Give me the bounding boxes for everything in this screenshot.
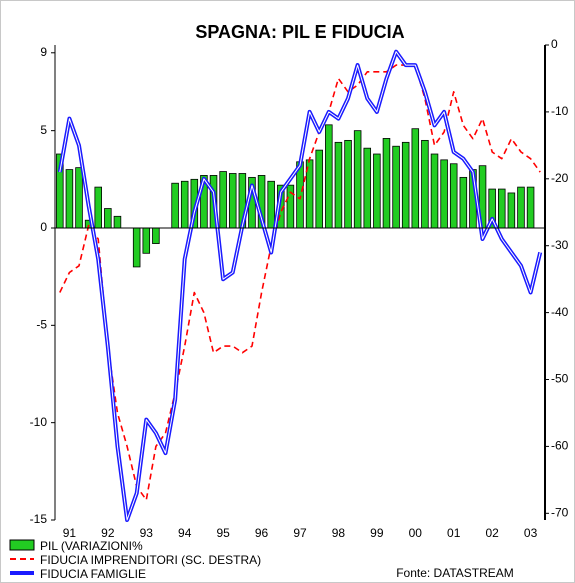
source-note: Fonte: DATASTREAM xyxy=(396,566,514,580)
x-tick-label: 02 xyxy=(485,526,499,540)
bar xyxy=(65,169,74,229)
line-highlight xyxy=(59,51,541,521)
bar xyxy=(373,153,381,229)
legend-label: FIDUCIA FAMIGLIE xyxy=(40,567,146,581)
y2-tick-label: -20 xyxy=(551,171,569,185)
bar xyxy=(267,180,275,229)
x-tick-label: 96 xyxy=(255,526,269,540)
x-tick-label: 92 xyxy=(101,526,115,540)
bar xyxy=(325,124,333,229)
bar xyxy=(132,227,141,268)
bar xyxy=(344,139,352,229)
x-tick-label: 00 xyxy=(409,526,423,540)
chart-title: SPAGNA: PIL E FIDUCIA xyxy=(195,22,404,42)
x-tick-label: 99 xyxy=(370,526,384,540)
y2-tick-label: -50 xyxy=(551,372,569,386)
x-tick-label: 98 xyxy=(332,526,346,540)
bar xyxy=(113,215,122,229)
bar xyxy=(498,188,506,229)
y2-tick-label: 0 xyxy=(551,37,558,51)
bar xyxy=(152,227,160,244)
bar xyxy=(228,173,237,229)
y2-tick-label: -60 xyxy=(551,439,569,453)
y-tick-label: 0 xyxy=(40,220,47,234)
bar xyxy=(171,182,179,229)
bar xyxy=(411,128,420,229)
y2-tick-label: -30 xyxy=(551,238,569,252)
bar xyxy=(353,130,362,229)
bar xyxy=(401,141,410,229)
bar xyxy=(526,186,535,229)
x-tick-label: 97 xyxy=(293,526,307,540)
bar xyxy=(392,145,400,229)
legend-label: PIL (VARIAZIONI% xyxy=(40,539,143,553)
bar xyxy=(75,167,83,229)
bar xyxy=(334,141,343,229)
bar xyxy=(180,180,189,229)
bar xyxy=(94,186,102,229)
bar xyxy=(363,147,372,229)
bar xyxy=(459,176,468,229)
x-tick-label: 94 xyxy=(178,526,192,540)
legend-swatch xyxy=(9,539,35,551)
bar xyxy=(507,192,516,229)
y2-tick-label: -70 xyxy=(551,505,569,519)
y-tick-label: -10 xyxy=(30,415,48,429)
y-tick-label: -15 xyxy=(30,512,48,526)
bar xyxy=(440,159,448,229)
dashed-line xyxy=(59,64,541,501)
y2-tick-label: -10 xyxy=(551,104,569,118)
bar xyxy=(104,208,112,229)
bar xyxy=(430,153,439,229)
bar xyxy=(315,149,323,229)
legend-label: FIDUCIA IMPRENDITORI (SC. DESTRA) xyxy=(40,553,261,567)
x-tick-label: 91 xyxy=(63,526,77,540)
y-tick-label: 5 xyxy=(40,123,47,137)
y-tick-label: -5 xyxy=(36,317,47,331)
y-tick-label: 9 xyxy=(40,45,47,59)
x-tick-label: 01 xyxy=(447,526,461,540)
bar xyxy=(449,163,458,229)
x-tick-label: 95 xyxy=(216,526,230,540)
y2-tick-label: -40 xyxy=(551,305,569,319)
bar xyxy=(517,186,525,229)
bar xyxy=(382,138,391,229)
bar xyxy=(219,171,227,229)
bar xyxy=(421,139,429,229)
x-tick-label: 93 xyxy=(140,526,154,540)
bar xyxy=(142,227,151,254)
x-tick-label: 03 xyxy=(524,526,538,540)
